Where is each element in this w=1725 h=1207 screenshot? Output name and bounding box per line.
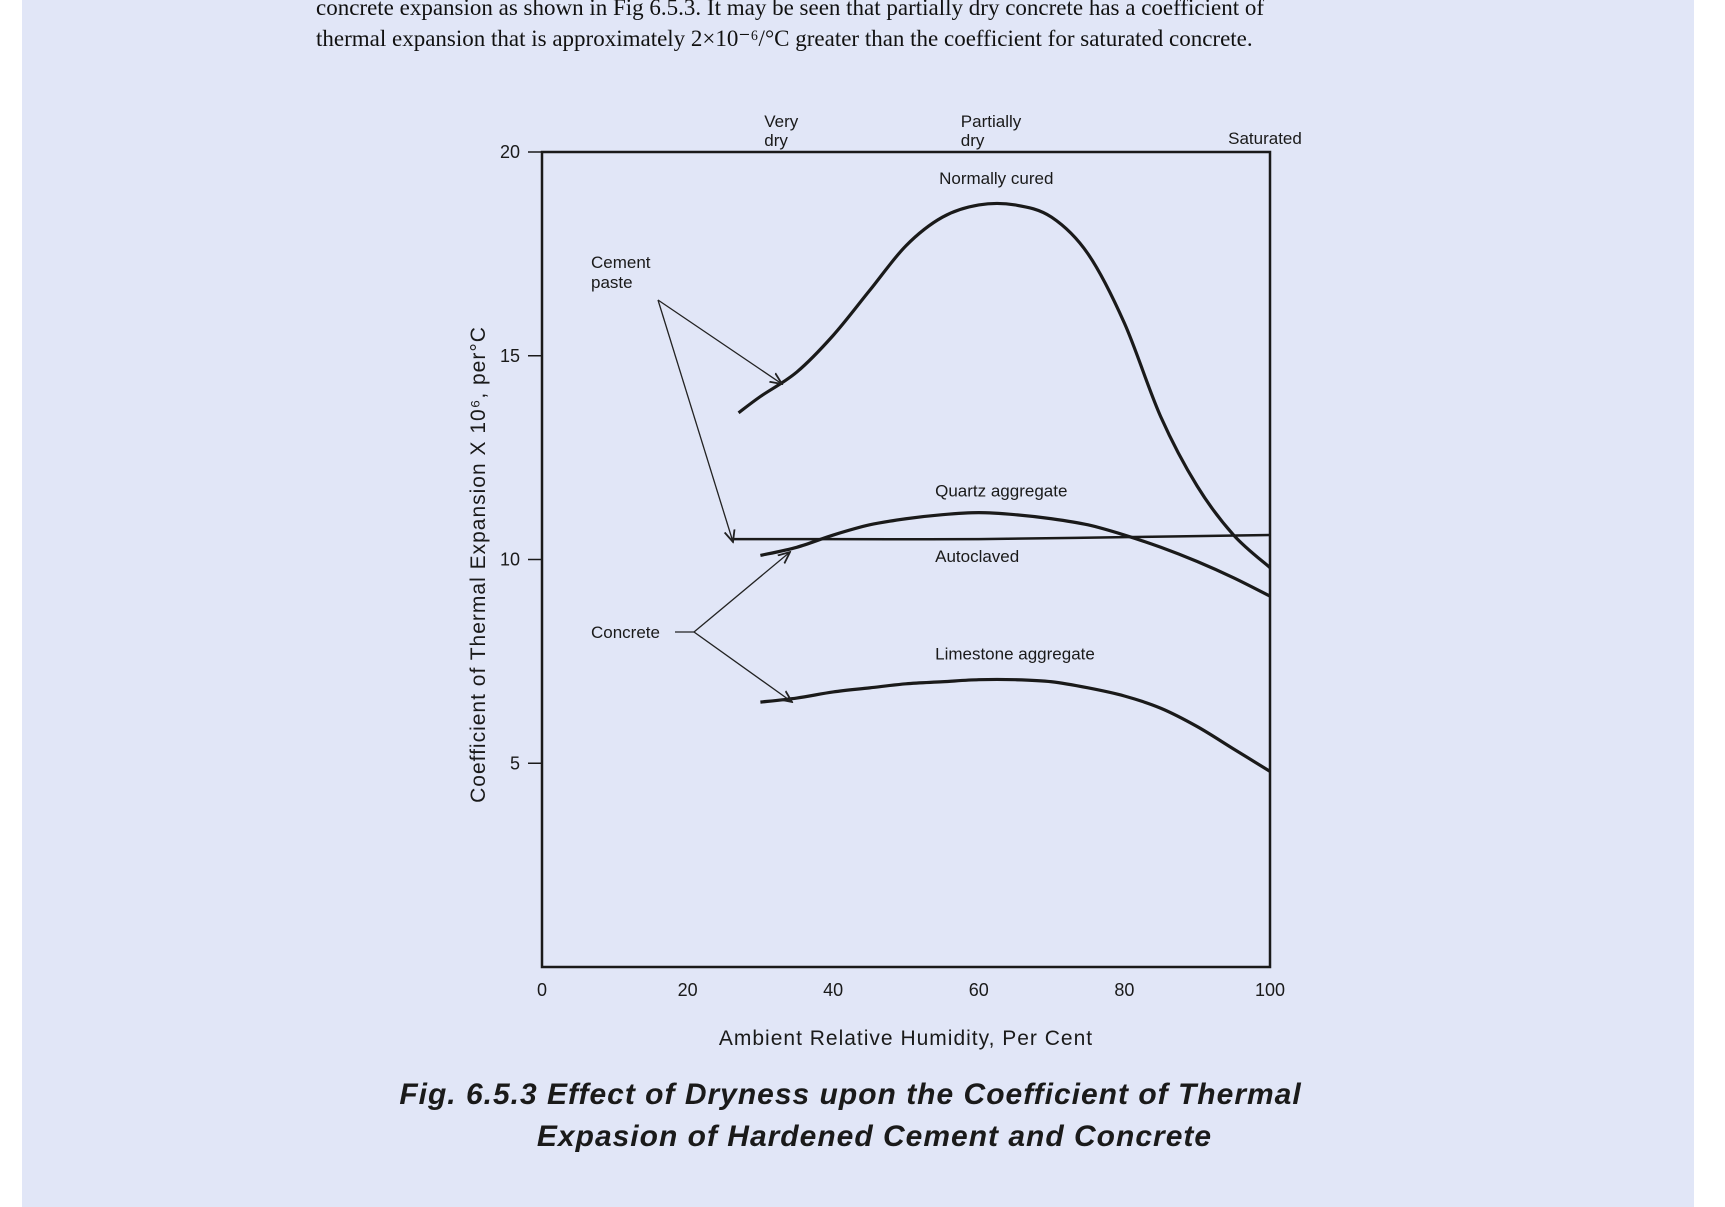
x-tick-label: 20 (678, 980, 698, 1000)
x-tick-label: 40 (823, 980, 843, 1000)
limestone-aggregate-label: Limestone aggregate (935, 645, 1095, 664)
x-tick-label: 0 (537, 980, 547, 1000)
y-axis-label: Coefficient of Thermal Expansion X 10⁶, … (467, 326, 490, 803)
cement-paste-arrow-to-normally-cured (657, 299, 782, 384)
intro-line-1: concrete expansion as shown in Fig 6.5.3… (316, 0, 1265, 20)
y-tick-label: 10 (500, 550, 520, 570)
top-humidity-label: dry (764, 131, 788, 150)
quartz-aggregate-line (760, 511, 1271, 598)
autoclaved-line (731, 533, 1271, 541)
x-tick-label: 60 (969, 980, 989, 1000)
normally-cured-line (737, 201, 1272, 569)
cement-paste-arrow-to-autoclaved (657, 299, 733, 542)
thermal-expansion-chart: 5 10 15 20 0 20 40 60 80 100 Ambient Relative Humi… (467, 112, 1302, 1050)
figure-caption-line-1: Fig. 6.5.3 Effect of Dryness upon the Co… (399, 1078, 1302, 1111)
intro-paragraph: concrete expansion as shown in Fig 6.5.3… (316, 0, 1546, 54)
plot-frame (540, 150, 1272, 969)
x-tick-label: 80 (1114, 980, 1134, 1000)
quartz-aggregate-label: Quartz aggregate (935, 482, 1067, 501)
cement-paste-annotation-line-2: paste (591, 273, 633, 292)
autoclaved-label: Autoclaved (935, 547, 1019, 566)
top-humidity-label: Partially (961, 112, 1022, 131)
concrete-annotation: Concrete (591, 623, 660, 642)
top-humidity-label: Very (764, 112, 799, 131)
y-tick-label: 15 (500, 346, 520, 366)
y-tick-label: 20 (500, 142, 520, 162)
x-axis-label: Ambient Relative Humidity, Per Cent (719, 1027, 1093, 1050)
concrete-arrow-to-limestone (693, 631, 792, 702)
document-page (22, 0, 1694, 1207)
limestone-aggregate-line (760, 677, 1271, 773)
top-humidity-label: dry (961, 131, 985, 150)
normally-cured-label: Normally cured (939, 169, 1053, 188)
top-humidity-label: Saturated (1228, 129, 1302, 148)
cement-paste-annotation: Cement (591, 253, 651, 272)
x-tick-label: 100 (1255, 980, 1285, 1000)
concrete-arrow-to-quartz (693, 552, 790, 633)
intro-line-2: thermal expansion that is approximately … (316, 26, 1253, 51)
figure-caption-line-2: Expasion of Hardened Cement and Concrete (536, 1120, 1213, 1153)
y-tick-label: 5 (510, 753, 520, 773)
